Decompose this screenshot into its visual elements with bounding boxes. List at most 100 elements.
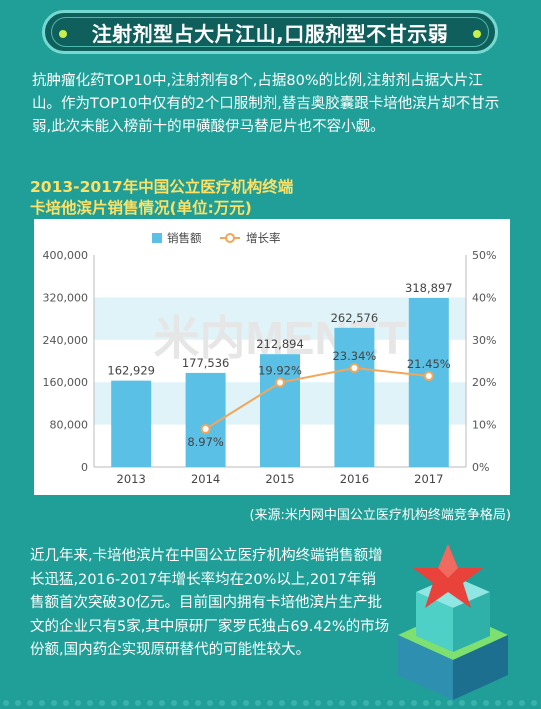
footer-dot <box>279 700 285 706</box>
x-tick-label: 2015 <box>265 472 294 486</box>
chart-source: (来源:米内网中国公立医疗机构终端竞争格局) <box>249 508 511 523</box>
y-right-tick-label: 30% <box>472 334 496 347</box>
combo-chart: 米内MENET080,000160,000240,000320,000400,0… <box>43 231 497 486</box>
footer-dot <box>483 700 489 706</box>
bar-value-label: 177,536 <box>182 356 230 370</box>
banner-frame <box>51 17 489 47</box>
intro-paragraph: 抗肿瘤化药TOP10中,注射剂有8个,占据80%的比例,注射剂占据大片江山。作为… <box>32 73 500 135</box>
footer-dot <box>459 700 465 706</box>
growth-value-label: 23.34% <box>332 349 376 363</box>
growth-point-2014 <box>200 423 211 434</box>
y-right-tick-label: 10% <box>472 419 496 432</box>
footer-dot <box>51 700 57 706</box>
legend-line-marker <box>225 233 235 243</box>
footer-dot <box>195 700 201 706</box>
footer-dot <box>519 700 525 706</box>
chart-heading-line1: 2013-2017年中国公立医疗机构终端 <box>30 178 294 196</box>
growth-value-label: 8.97% <box>187 435 224 449</box>
y-left-tick-label: 160,000 <box>43 376 89 389</box>
footer-dot <box>159 700 165 706</box>
footer-dot <box>471 700 477 706</box>
footer-dot <box>75 700 81 706</box>
footer-dot <box>339 700 345 706</box>
footer-dot <box>135 700 141 706</box>
y-left-tick-label: 0 <box>81 461 88 474</box>
footer-dot <box>315 700 321 706</box>
growth-point-2016 <box>349 363 360 374</box>
footer-dot <box>63 700 69 706</box>
footer-dot <box>399 700 405 706</box>
chart-panel: 米内MENET 0 80,000 160,000 240,000 320,000 400,0… <box>34 219 510 495</box>
footer-dot <box>291 700 297 706</box>
footer-dot <box>219 700 225 706</box>
bar-value-label: 162,929 <box>107 364 155 378</box>
footer-dot <box>39 700 45 706</box>
footer-dots <box>3 700 537 706</box>
footer-dot <box>507 700 513 706</box>
grid-band <box>94 297 466 340</box>
x-tick-label: 2013 <box>117 472 146 486</box>
footer-dot <box>231 700 237 706</box>
footer-dot <box>27 700 33 706</box>
footer-dot <box>387 700 393 706</box>
cube-star-illustration <box>398 544 508 700</box>
growth-point-2015 <box>275 377 285 388</box>
footer-dot <box>303 700 309 706</box>
footer-dot <box>255 700 261 706</box>
footer-dot <box>111 700 117 706</box>
conclusion-paragraph: 近几年来,卡培他滨片在中国公立医疗机构终端销售额增长迅猛,2016-2017年增… <box>30 548 390 658</box>
bar-2015 <box>260 354 300 467</box>
banner-dot-right <box>473 30 481 38</box>
footer-dot <box>411 700 417 706</box>
footer-dot <box>183 700 189 706</box>
footer-dot <box>123 700 129 706</box>
bar-2013 <box>111 380 152 467</box>
y-right-tick-label: 50% <box>472 249 496 262</box>
bar-value-label: 318,897 <box>405 281 453 295</box>
growth-value-label: 21.45% <box>407 357 451 371</box>
legend-line-label: 增长率 <box>246 231 281 245</box>
footer-dot <box>363 700 369 706</box>
bar-value-label: 262,576 <box>331 311 379 325</box>
footer-dot <box>495 700 501 706</box>
banner-dot-left <box>59 30 67 38</box>
footer-dot <box>171 700 177 706</box>
x-tick-label: 2014 <box>191 472 220 486</box>
y-left-tick-label: 240,000 <box>43 334 89 347</box>
y-left-tick-label: 320,000 <box>43 291 89 304</box>
footer-dot <box>375 700 381 706</box>
y-left-tick-label: 400,000 <box>43 249 89 262</box>
footer-dot <box>435 700 441 706</box>
chart-heading-line2: 卡培他滨片销售情况(单位:万元) <box>30 199 252 217</box>
bar-value-label: 212,894 <box>256 337 304 351</box>
y-right-tick-label: 20% <box>472 376 496 389</box>
footer-dot <box>87 700 93 706</box>
footer-dot <box>351 700 357 706</box>
x-tick-label: 2016 <box>340 472 369 486</box>
footer-dot <box>423 700 429 706</box>
y-left-tick-label: 80,000 <box>50 419 89 432</box>
x-tick-label: 2017 <box>414 472 443 486</box>
footer-dot <box>243 700 249 706</box>
footer-dot <box>15 700 21 706</box>
bar-2016 <box>334 327 375 467</box>
footer-dot <box>147 700 153 706</box>
y-right-tick-label: 0% <box>472 461 489 474</box>
footer-dot <box>207 700 213 706</box>
footer-dot <box>531 700 537 706</box>
legend-bar-swatch <box>152 233 162 243</box>
footer-dot <box>447 700 453 706</box>
banner-title: 注射剂型占大片江山,口服剂型不甘示弱 <box>91 21 449 46</box>
growth-value-label: 19.92% <box>258 364 302 378</box>
footer-dot <box>267 700 273 706</box>
growth-point-2017 <box>423 371 434 382</box>
y-right-tick-label: 40% <box>472 291 496 304</box>
footer-dot <box>327 700 333 706</box>
footer-dot <box>3 700 9 706</box>
legend-bar-label: 销售额 <box>167 231 202 245</box>
footer-dot <box>99 700 105 706</box>
bar-2017 <box>408 297 449 467</box>
growth-rate-line <box>205 367 429 430</box>
section-banner: 注射剂型占大片江山,口服剂型不甘示弱 <box>42 10 498 54</box>
